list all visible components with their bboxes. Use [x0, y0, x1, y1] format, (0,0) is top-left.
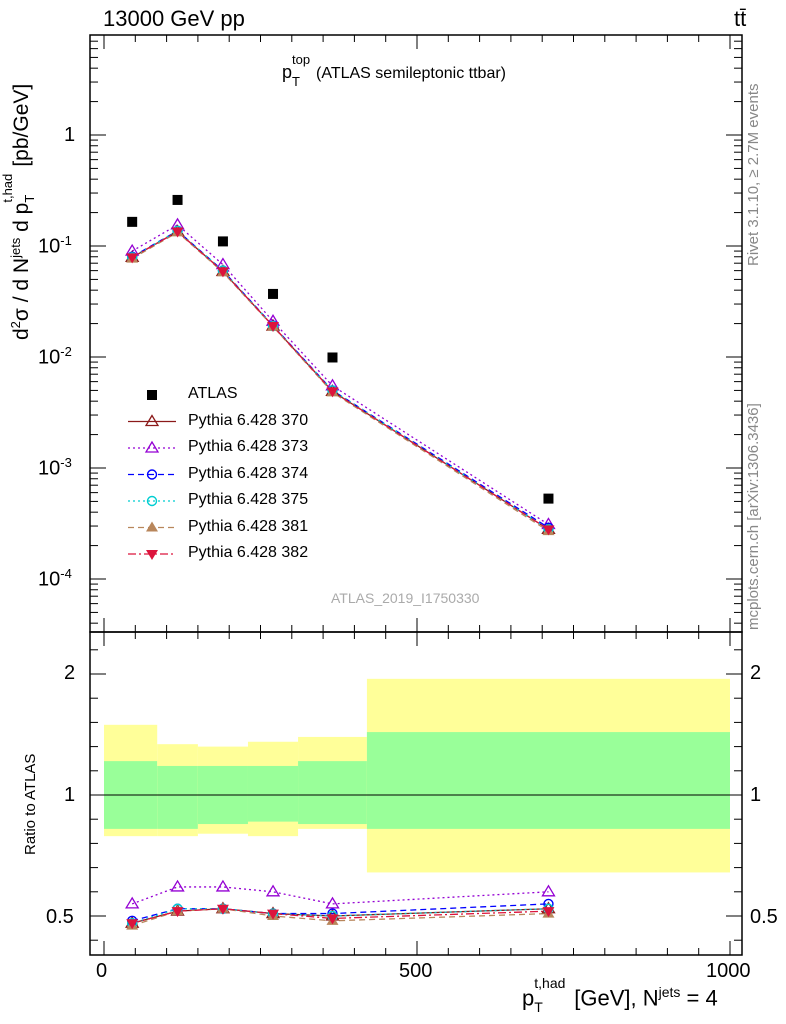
y-tick-1e-4: 10-4	[38, 566, 72, 591]
line-series-3	[131, 230, 549, 529]
ratio-point-series-6-3	[267, 909, 280, 920]
x-tick-1000: 1000	[706, 960, 751, 982]
ratio-tick-right-2: 2	[750, 662, 762, 684]
mcplots-label: mcplots.cern.ch [arXiv:1306.3436]	[745, 403, 762, 630]
band-inner-1	[157, 765, 198, 829]
ratio-point-series-6-5	[542, 907, 555, 918]
legend-marker-6	[146, 550, 158, 560]
ratio-error-bands	[104, 678, 730, 873]
legend-label-1: Pythia 6.428 370	[188, 411, 309, 429]
legend-label-0: ATLAS	[188, 385, 238, 402]
legend-marker-4	[146, 495, 158, 507]
point-series-0-0	[127, 216, 138, 227]
ratio-point-series-2-5	[541, 884, 556, 897]
legend-label-6: Pythia 6.428 382	[188, 544, 309, 561]
top-y-axis-label: d2σ / d Njets d p t,had T [pb/GeV]	[0, 83, 37, 340]
legend-marker-2	[144, 440, 160, 453]
point-series-0-2	[217, 236, 228, 247]
point-series-6-2	[216, 267, 229, 278]
ratio-tick-left-2: 2	[64, 662, 76, 684]
line-series-2	[131, 224, 549, 526]
ratio-point-series-2-3	[265, 884, 281, 897]
line-series-4	[131, 230, 549, 530]
ratio-line-series-2	[131, 886, 549, 905]
legend-marker-1	[144, 414, 160, 427]
ratio-point-series-6-0	[126, 919, 139, 930]
y-tick-1: 1	[64, 124, 76, 146]
ratio-tick-left-1: 1	[64, 784, 76, 806]
ratio-tick-left-05: 0.5	[46, 906, 74, 928]
point-series-6-0	[126, 253, 139, 264]
legend	[128, 390, 176, 560]
legend-marker-0	[147, 390, 157, 400]
legend-label-2: Pythia 6.428 373	[188, 438, 309, 455]
main-panel-markers	[125, 194, 556, 536]
point-series-6-3	[267, 322, 280, 333]
legend-marker-5	[146, 521, 158, 532]
line-series-1	[131, 230, 549, 530]
x-tick-500: 500	[399, 960, 433, 982]
x-tick-0: 0	[96, 960, 108, 982]
axes-frames	[89, 34, 743, 956]
point-series-6-4	[326, 387, 339, 398]
y-tick-1e-3: 10-3	[38, 455, 72, 480]
line-series-6	[131, 230, 549, 530]
y-tick-1e-1: 10-1	[38, 233, 72, 258]
header-right: tt̄	[734, 6, 747, 31]
ratio-point-series-2-4	[325, 896, 340, 909]
legend-label-4: Pythia 6.428 375	[188, 491, 309, 508]
watermark: ATLAS_2019_I1750330	[331, 590, 480, 606]
ratio-point-series-6-4	[326, 914, 339, 925]
main-panel-lines	[131, 224, 549, 532]
plot-title: p top T (ATLAS semileptonic ttbar)	[282, 52, 507, 89]
ratio-line-series-6	[132, 908, 549, 924]
legend-label-5: Pythia 6.428 381	[188, 517, 309, 535]
ratio-panel-frame	[89, 631, 743, 956]
point-series-6-1	[171, 227, 184, 238]
point-series-0-1	[172, 194, 183, 205]
band-inner-5	[366, 732, 730, 829]
ratio-panel-lines	[131, 886, 549, 927]
ratio-point-series-2-2	[215, 879, 231, 892]
line-series-5	[131, 231, 549, 532]
ratio-point-series-2-0	[125, 896, 140, 909]
ratio-y-axis-label: Ratio to ATLAS	[22, 753, 39, 855]
top-panel-frame	[89, 34, 743, 633]
ratio-point-series-6-1	[171, 907, 184, 918]
legend-marker-3	[146, 469, 158, 480]
ratio-tick-right-05: 0.5	[750, 906, 778, 928]
band-inner-3	[247, 765, 299, 822]
rivet-label: Rivet 3.1.10, ≥ 2.7M events	[745, 83, 762, 267]
ratio-panel-markers	[125, 879, 556, 930]
y-tick-1e-2: 10-2	[38, 344, 72, 369]
point-series-0-3	[268, 288, 279, 299]
band-inner-4	[298, 761, 367, 825]
point-series-6-5	[542, 525, 555, 536]
point-series-0-5	[543, 493, 554, 504]
legend-label-3: Pythia 6.428 374	[188, 464, 309, 482]
ratio-tick-right-1: 1	[750, 784, 762, 806]
x-axis-label: p t,had T [GeV], Njets = 4	[522, 975, 718, 1016]
point-series-0-4	[327, 352, 338, 363]
ratio-point-series-6-2	[216, 904, 229, 915]
header-left: 13000 GeV pp	[103, 6, 245, 31]
ratio-point-series-2-1	[170, 879, 185, 892]
